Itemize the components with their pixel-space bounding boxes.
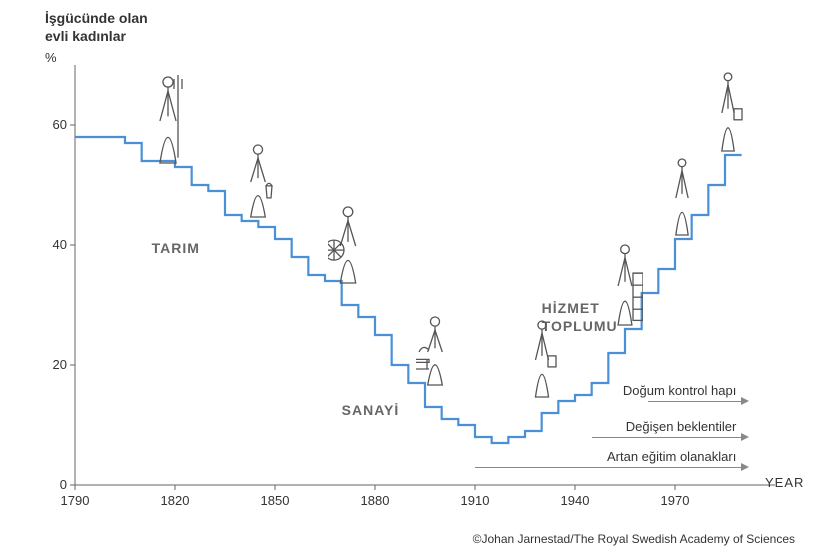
figure-farm-pitchfork — [147, 75, 189, 167]
chart-container: İşgücünde olan evli kadınlar % 0204060 1… — [45, 10, 785, 500]
x-tick-label: 1880 — [355, 493, 395, 508]
x-tick-label: 1850 — [255, 493, 295, 508]
y-tick-label: 0 — [45, 477, 67, 492]
figure-farm-bucket — [239, 143, 277, 221]
x-tick-label: 1940 — [555, 493, 595, 508]
figure-spinning-wheel — [328, 205, 368, 287]
figure-professional-2 — [712, 71, 744, 155]
x-tick-label: 1970 — [655, 493, 695, 508]
credit-line: ©Johan Jarnestad/The Royal Swedish Acade… — [473, 532, 795, 546]
annotation-arrow: Değişen beklentiler — [592, 437, 749, 457]
figure-office-folder — [525, 319, 559, 401]
y-tick-label: 20 — [45, 357, 67, 372]
figure-professional-1 — [666, 157, 698, 239]
arrow-text: Doğum kontrol hapı — [623, 383, 736, 398]
x-tick-label: 1820 — [155, 493, 195, 508]
figure-sewing-machine — [416, 315, 454, 389]
arrow-line — [648, 401, 746, 402]
figure-filing-cabinet — [607, 243, 643, 329]
annotation-arrow: Doğum kontrol hapı — [648, 401, 748, 421]
y-tick-label: 60 — [45, 117, 67, 132]
era-label: TARIM — [152, 239, 200, 257]
arrow-head-icon — [741, 433, 749, 441]
x-tick-label: 1910 — [455, 493, 495, 508]
x-tick-label: 1790 — [55, 493, 95, 508]
arrow-head-icon — [741, 463, 749, 471]
era-label: SANAYİ — [342, 401, 400, 419]
y-tick-label: 40 — [45, 237, 67, 252]
annotation-arrow: Artan eğitim olanakları — [475, 467, 748, 487]
arrow-text: Değişen beklentiler — [626, 419, 737, 434]
x-axis-label: YEAR — [765, 475, 804, 490]
arrow-line — [475, 467, 746, 468]
arrow-line — [592, 437, 747, 438]
arrow-head-icon — [741, 397, 749, 405]
